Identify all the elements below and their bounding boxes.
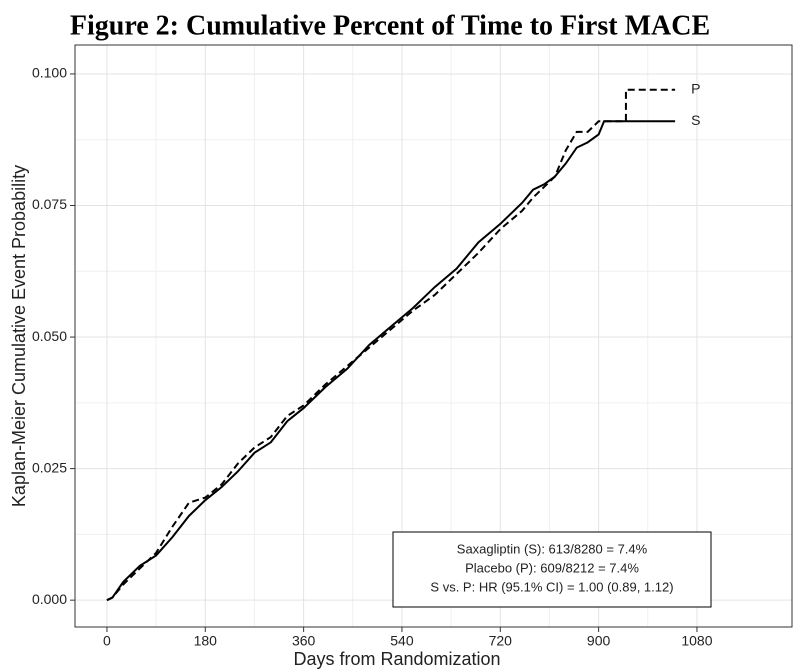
x-tick-label: 180 (194, 633, 218, 649)
chart-title: Figure 2: Cumulative Percent of Time to … (70, 10, 710, 41)
x-axis-label: Days from Randomization (293, 649, 500, 669)
x-tick-label: 360 (292, 633, 316, 649)
y-tick-label: 0.000 (32, 591, 67, 607)
km-curve (106, 120, 676, 602)
x-tick-label: 720 (489, 633, 513, 649)
y-tick-label: 0.100 (32, 65, 67, 81)
series-label: S (691, 112, 700, 128)
series-label: P (691, 80, 700, 96)
annotation: Saxagliptin (S): 613/8280 = 7.4% (457, 541, 648, 556)
annotation-box (392, 531, 712, 608)
x-tick-label: 900 (587, 633, 611, 649)
y-axis-label: Kaplan-Meier Cumulative Event Probabilit… (9, 165, 29, 507)
annotation: Placebo (P): 609/8212 = 7.4% (465, 560, 639, 575)
x-tick-label: 0 (103, 633, 111, 649)
y-tick-label: 0.050 (32, 328, 67, 344)
annotation: S vs. P: HR (95.1% CI) = 1.00 (0.89, 1.1… (430, 579, 673, 594)
km-curve (106, 88, 676, 602)
plot-border (74, 44, 793, 628)
y-tick-label: 0.075 (32, 196, 67, 212)
y-tick-label: 0.025 (32, 459, 67, 475)
x-tick-label: 1080 (681, 633, 712, 649)
x-tick-label: 540 (390, 633, 414, 649)
